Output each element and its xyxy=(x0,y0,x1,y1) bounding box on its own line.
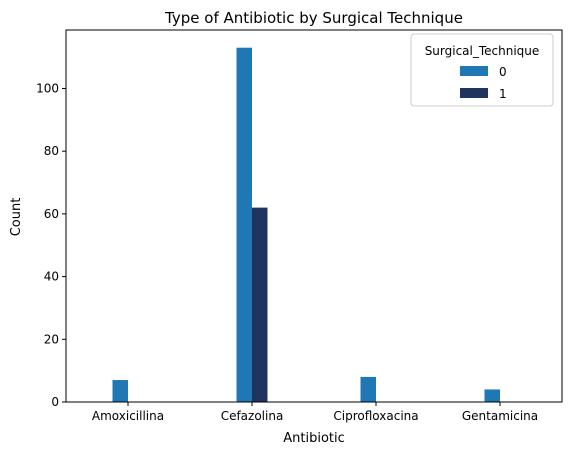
bar-0-gentamicina xyxy=(484,389,500,402)
y-tick-label: 20 xyxy=(44,332,59,346)
x-axis-label: Antibiotic xyxy=(283,431,345,446)
x-tick-label: Ciprofloxacina xyxy=(333,409,418,423)
legend-label-1: 1 xyxy=(499,87,507,101)
bar-0-amoxicillina xyxy=(112,380,128,402)
chart-title: Type of Antibiotic by Surgical Technique xyxy=(164,9,463,27)
x-tick-label: Amoxicillina xyxy=(92,409,164,423)
plot-area: Amoxicillina Cefazolina Ciprofloxacina Gent… xyxy=(36,29,563,423)
y-tick-label: 60 xyxy=(44,207,59,221)
bar-1-cefazolina xyxy=(252,207,268,402)
legend-swatch-0 xyxy=(460,66,488,76)
y-tick-label: 100 xyxy=(36,81,59,95)
y-axis-label: Count xyxy=(9,198,24,237)
legend-label-0: 0 xyxy=(499,65,507,79)
axes-frame xyxy=(65,29,563,403)
legend-title: Surgical_Technique xyxy=(425,44,540,58)
x-tick-label: Cefazolina xyxy=(221,409,284,423)
y-tick-label: 0 xyxy=(51,395,59,409)
bar-0-cefazolina xyxy=(236,47,252,403)
legend: Surgical_Technique 0 1 xyxy=(410,33,554,107)
legend-swatch-1 xyxy=(460,88,488,98)
y-tick-label: 80 xyxy=(44,144,59,158)
y-tick-label: 40 xyxy=(44,270,59,284)
x-tick-label: Gentamicina xyxy=(462,409,538,423)
bar-0-ciprofloxacina xyxy=(360,376,376,402)
